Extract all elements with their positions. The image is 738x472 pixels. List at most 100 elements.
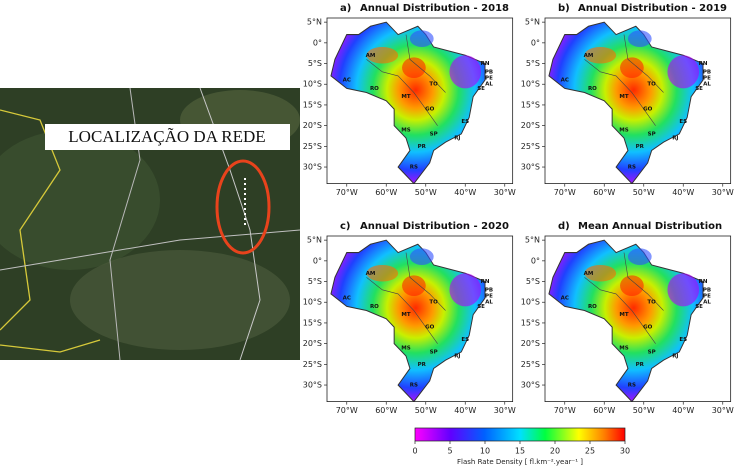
state-label: SE bbox=[695, 304, 703, 310]
lat-label: 5°N bbox=[525, 18, 540, 27]
state-label: AL bbox=[485, 300, 493, 306]
panel-title: Mean Annual Distribution bbox=[578, 221, 722, 232]
map-panel: d) Mean Annual Distribution 5°N 0° 5°S 10°S 15… bbox=[521, 221, 734, 415]
state-label: RN bbox=[481, 279, 490, 285]
location-label: LOCALIZAÇÃO DA REDE bbox=[68, 127, 265, 146]
map-panel: c) Annual Distribution - 2020 5°N 0° 5°S 10°S… bbox=[303, 221, 516, 415]
lon-label: 30°W bbox=[712, 406, 734, 415]
state-label: RN bbox=[481, 61, 490, 67]
state-label: TO bbox=[647, 300, 656, 306]
lat-label: 15°S bbox=[521, 100, 540, 109]
state-label: MS bbox=[401, 127, 410, 133]
state-label: PE bbox=[485, 294, 493, 300]
lat-label: 15°S bbox=[521, 318, 540, 327]
state-label: GO bbox=[425, 325, 435, 331]
lat-label: 5°S bbox=[308, 59, 322, 68]
panel-title: Annual Distribution - 2019 bbox=[578, 3, 727, 14]
lon-label: 40°W bbox=[454, 406, 476, 415]
lat-label: 10°S bbox=[303, 80, 322, 89]
lat-label: 5°S bbox=[526, 277, 540, 286]
state-label: AM bbox=[584, 271, 594, 277]
state-label: PB bbox=[703, 287, 711, 293]
lat-label: 30°S bbox=[521, 163, 540, 172]
panel-title: Annual Distribution - 2018 bbox=[360, 3, 509, 14]
panel-title: Annual Distribution - 2020 bbox=[360, 221, 509, 232]
lat-label: 5°N bbox=[525, 236, 540, 245]
colorbar-tick-label: 5 bbox=[447, 447, 452, 456]
state-label: RO bbox=[370, 86, 379, 92]
lat-label: 10°S bbox=[521, 80, 540, 89]
state-label: MT bbox=[619, 94, 628, 100]
state-label: PB bbox=[485, 287, 493, 293]
lon-label: 60°W bbox=[375, 406, 397, 415]
colorbar-tick-label: 30 bbox=[620, 447, 630, 456]
lon-label: 70°W bbox=[554, 406, 576, 415]
state-label: AC bbox=[561, 78, 569, 84]
state-label: RS bbox=[410, 165, 418, 171]
state-label: SE bbox=[477, 304, 485, 310]
state-label: ES bbox=[679, 119, 687, 125]
panel-letter: b) bbox=[558, 3, 570, 14]
state-label: MS bbox=[619, 345, 628, 351]
lat-label: 5°N bbox=[307, 18, 322, 27]
state-label: RJ bbox=[454, 136, 460, 142]
state-label: RJ bbox=[672, 354, 678, 360]
lat-label: 0° bbox=[313, 38, 322, 47]
colorbar bbox=[414, 427, 626, 442]
state-label: SP bbox=[648, 349, 656, 355]
lat-label: 20°S bbox=[521, 121, 540, 130]
state-label: PB bbox=[703, 69, 711, 75]
lon-label: 60°W bbox=[593, 188, 615, 197]
lon-label: 70°W bbox=[336, 406, 358, 415]
lat-label: 30°S bbox=[303, 163, 322, 172]
state-label: MS bbox=[619, 127, 628, 133]
lat-label: 10°S bbox=[521, 298, 540, 307]
lat-label: 5°S bbox=[526, 59, 540, 68]
state-label: ES bbox=[461, 119, 469, 125]
state-label: GO bbox=[425, 107, 435, 113]
lat-label: 30°S bbox=[303, 381, 322, 390]
state-label: TO bbox=[429, 82, 438, 88]
state-label: MT bbox=[401, 312, 410, 318]
state-label: ES bbox=[679, 337, 687, 343]
state-label: AM bbox=[366, 53, 376, 59]
state-label: AL bbox=[485, 82, 493, 88]
lat-label: 0° bbox=[313, 256, 322, 265]
state-label: RJ bbox=[454, 354, 460, 360]
lon-label: 30°W bbox=[494, 406, 516, 415]
state-label: PB bbox=[485, 69, 493, 75]
colorbar-tick-label: 10 bbox=[480, 447, 490, 456]
lat-label: 15°S bbox=[303, 318, 322, 327]
lon-label: 60°W bbox=[593, 406, 615, 415]
state-label: AC bbox=[343, 296, 351, 302]
state-label: PR bbox=[418, 362, 427, 368]
lat-label: 25°S bbox=[521, 142, 540, 151]
state-label: AC bbox=[343, 78, 351, 84]
state-label: MT bbox=[401, 94, 410, 100]
state-label: SP bbox=[430, 349, 438, 355]
state-label: TO bbox=[429, 300, 438, 306]
colorbar-tick-label: 20 bbox=[550, 447, 560, 456]
lat-label: 20°S bbox=[303, 121, 322, 130]
lon-label: 50°W bbox=[633, 406, 655, 415]
panel-letter: d) bbox=[558, 221, 570, 232]
lon-label: 50°W bbox=[633, 188, 655, 197]
state-label: RN bbox=[699, 61, 708, 67]
lat-label: 25°S bbox=[303, 142, 322, 151]
state-label: PR bbox=[636, 362, 645, 368]
lat-label: 0° bbox=[531, 256, 540, 265]
state-label: PE bbox=[485, 76, 493, 82]
map-panel: a) Annual Distribution - 2018 5°N 0° 5°S 10°S… bbox=[303, 3, 516, 197]
lat-label: 25°S bbox=[521, 360, 540, 369]
colorbar-tick-label: 25 bbox=[585, 447, 595, 456]
state-label: AM bbox=[584, 53, 594, 59]
state-label: AC bbox=[561, 296, 569, 302]
state-label: MT bbox=[619, 312, 628, 318]
state-label: ES bbox=[461, 337, 469, 343]
state-label: TO bbox=[647, 82, 656, 88]
lat-label: 5°N bbox=[307, 236, 322, 245]
lon-label: 50°W bbox=[415, 188, 437, 197]
lat-label: 20°S bbox=[521, 339, 540, 348]
state-label: AL bbox=[703, 300, 711, 306]
lon-label: 40°W bbox=[672, 188, 694, 197]
